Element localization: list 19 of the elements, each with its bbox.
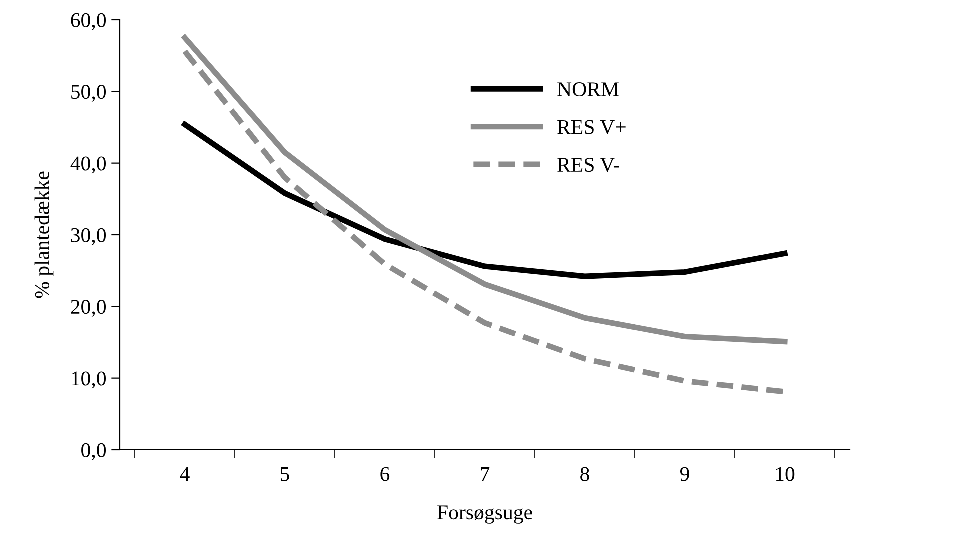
y-tick-label: 10,0 (72, 372, 106, 389)
x-tick-label: 4 (180, 467, 190, 482)
legend-label: NORM (558, 82, 619, 97)
y-tick-label: 60,0 (71, 13, 106, 30)
legend-label: RES V- (558, 158, 620, 172)
x-tick-label: 5 (281, 467, 290, 482)
y-tick-label: 30,0 (71, 228, 106, 246)
y-tick-label: 0,0 (82, 443, 106, 460)
y-tick-label: 50,0 (72, 85, 106, 102)
x-axis-title: Forsøgsuge (438, 506, 532, 524)
x-tick-label: 8 (580, 467, 590, 482)
legend-label: RES V+ (558, 120, 626, 134)
x-tick-label: 10 (776, 467, 795, 482)
x-tick-label: 6 (380, 467, 390, 482)
y-axis-title: % plantedække (34, 172, 54, 298)
x-tick-label: 9 (680, 467, 690, 482)
y-tick-label: 20,0 (71, 300, 106, 318)
y-tick-label: 40,0 (70, 156, 106, 174)
x-tick-label: 7 (481, 467, 490, 482)
